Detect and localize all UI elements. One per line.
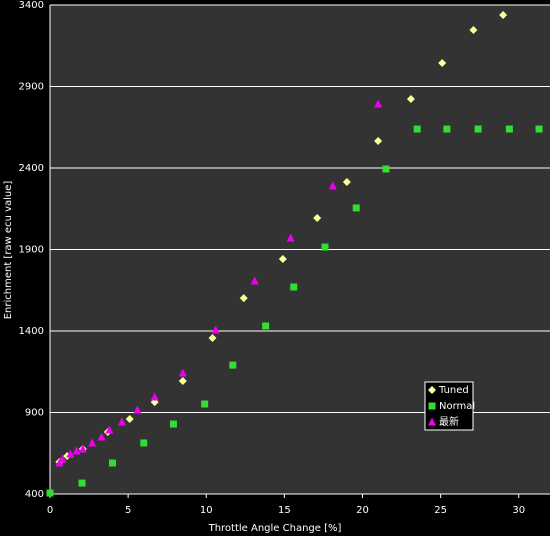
point <box>535 125 543 133</box>
point <box>278 254 287 263</box>
x-tick-label: 5 <box>125 505 131 516</box>
point <box>262 322 270 330</box>
point <box>239 294 248 303</box>
point <box>321 243 329 251</box>
legend-marker <box>428 386 436 394</box>
point <box>88 438 97 447</box>
x-tick-label: 25 <box>434 505 447 516</box>
point <box>211 325 220 334</box>
y-tick-label: 400 <box>25 489 44 500</box>
x-axis-label: Throttle Angle Change [%] <box>208 523 342 534</box>
point <box>201 400 209 408</box>
point <box>374 136 383 145</box>
point <box>342 178 351 187</box>
point <box>105 425 114 434</box>
point <box>178 368 187 377</box>
legend-marker <box>428 417 436 426</box>
x-tick-label: 15 <box>278 505 291 516</box>
legend-marker <box>428 402 436 410</box>
point <box>78 479 86 487</box>
point <box>58 454 67 463</box>
point <box>286 233 295 242</box>
point <box>499 10 508 19</box>
point <box>328 181 337 190</box>
point <box>505 125 513 133</box>
point <box>97 432 106 441</box>
point <box>169 420 177 428</box>
legend-label: 最新 <box>439 415 459 428</box>
point <box>66 449 75 458</box>
point <box>55 458 64 467</box>
y-tick-label: 900 <box>25 408 44 419</box>
point <box>109 459 116 467</box>
point <box>352 204 360 212</box>
point <box>438 59 447 68</box>
point <box>208 334 217 343</box>
x-tick-label: 30 <box>512 505 525 516</box>
point <box>290 283 298 291</box>
point <box>382 165 390 173</box>
legend-label: Tuned <box>438 385 469 396</box>
point <box>72 446 81 455</box>
x-tick-label: 0 <box>47 505 53 516</box>
y-tick-label: 1400 <box>19 326 44 337</box>
point <box>46 489 54 497</box>
y-tick-label: 3400 <box>19 0 44 11</box>
point <box>178 377 187 386</box>
y-tick-label: 2900 <box>19 82 44 93</box>
y-tick-label: 2400 <box>19 163 44 174</box>
point <box>125 415 134 424</box>
point <box>250 276 259 285</box>
x-tick-label: 10 <box>200 505 213 516</box>
point <box>374 99 383 108</box>
y-tick-label: 1900 <box>19 245 44 256</box>
point <box>313 214 322 223</box>
point <box>117 417 126 426</box>
point <box>443 125 451 133</box>
legend-label: Normal <box>439 401 475 412</box>
x-tick-label: 20 <box>356 505 369 516</box>
point <box>140 439 148 447</box>
point <box>229 361 237 369</box>
point <box>406 95 415 104</box>
point <box>474 125 482 133</box>
point <box>150 392 159 401</box>
point <box>469 25 478 34</box>
point <box>413 125 421 133</box>
y-axis-label: Enrichment [raw ecu value] <box>3 181 14 320</box>
point <box>78 444 87 453</box>
point <box>133 405 142 414</box>
